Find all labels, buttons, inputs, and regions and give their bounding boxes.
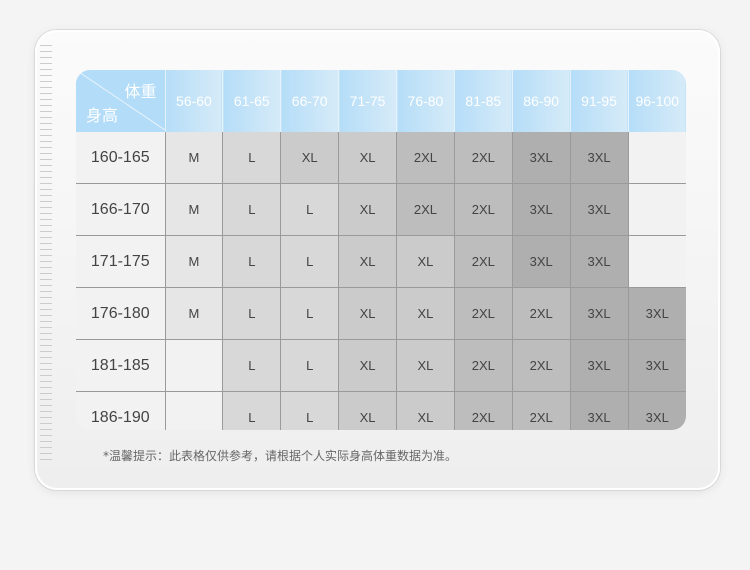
size-cell: L xyxy=(280,183,340,236)
size-cell: 3XL xyxy=(570,391,629,430)
size-cell: M xyxy=(165,183,224,236)
size-cell: L xyxy=(280,339,340,392)
size-cell: L xyxy=(280,287,340,340)
weight-header: 91-95 xyxy=(570,70,629,132)
weight-label: 体重 xyxy=(124,84,157,101)
size-cell: 2XL xyxy=(454,235,513,288)
size-cell: 3XL xyxy=(570,339,629,392)
weight-header: 76-80 xyxy=(396,70,455,132)
size-cell: XL xyxy=(396,339,455,392)
size-cell: 3XL xyxy=(628,287,686,340)
size-cell: 3XL xyxy=(628,339,686,392)
height-cell: 166-170 xyxy=(76,183,166,236)
size-chart: 体重 身高 56-60 61-65 66-70 71-75 76-80 81-85 86-9… xyxy=(76,70,686,430)
size-table: 体重 身高 56-60 61-65 66-70 71-75 76-80 81-85 86-9… xyxy=(76,70,686,430)
size-cell: 3XL xyxy=(628,391,686,430)
size-cell: 2XL xyxy=(454,132,513,184)
weight-header: 86-90 xyxy=(512,70,571,132)
weight-header: 96-100 xyxy=(628,70,686,132)
size-cell: XL xyxy=(396,391,455,430)
weight-header: 66-70 xyxy=(280,70,340,132)
size-cell: 3XL xyxy=(512,183,571,236)
size-cell: XL xyxy=(338,391,397,430)
size-cell: 3XL xyxy=(570,235,629,288)
size-cell: L xyxy=(222,287,282,340)
size-cell: 3XL xyxy=(570,287,629,340)
size-cell: 3XL xyxy=(512,235,571,288)
size-cell: L xyxy=(222,339,282,392)
size-cell: 3XL xyxy=(570,132,629,184)
size-cell: 2XL xyxy=(396,132,455,184)
table-row: 181-185 L L XL XL 2XL 2XL 3XL 3XL xyxy=(76,339,686,392)
corner-header: 体重 身高 xyxy=(76,70,166,132)
size-cell: 3XL xyxy=(512,132,571,184)
size-cell xyxy=(628,235,686,288)
size-cell: L xyxy=(280,391,340,430)
footnote: *温馨提示：此表格仅供参考，请根据个人实际身高体重数据为准。 xyxy=(103,449,458,463)
size-cell xyxy=(628,183,686,236)
size-cell: XL xyxy=(338,183,397,236)
size-cell: 2XL xyxy=(396,183,455,236)
size-cell xyxy=(628,132,686,184)
size-cell xyxy=(165,339,224,392)
size-cell: L xyxy=(222,183,282,236)
table-row: 171-175 M L L XL XL 2XL 3XL 3XL xyxy=(76,235,686,288)
weight-header: 56-60 xyxy=(165,70,224,132)
table-row: 186-190 L L XL XL 2XL 2XL 3XL 3XL xyxy=(76,391,686,430)
size-cell: L xyxy=(280,235,340,288)
weight-header: 81-85 xyxy=(454,70,513,132)
height-cell: 181-185 xyxy=(76,339,166,392)
height-cell: 160-165 xyxy=(76,132,166,184)
size-cell: XL xyxy=(338,235,397,288)
size-cell: XL xyxy=(338,339,397,392)
size-cell: XL xyxy=(338,287,397,340)
size-cell: 2XL xyxy=(454,287,513,340)
size-cell: XL xyxy=(280,132,340,184)
size-cell: 2XL xyxy=(454,391,513,430)
size-cell: M xyxy=(165,132,224,184)
height-cell: 176-180 xyxy=(76,287,166,340)
size-cell xyxy=(165,391,224,430)
size-cell: M xyxy=(165,235,224,288)
size-cell: L xyxy=(222,235,282,288)
size-cell: 2XL xyxy=(512,287,571,340)
size-cell: 2XL xyxy=(512,391,571,430)
size-cell: M xyxy=(165,287,224,340)
size-cell: 2XL xyxy=(454,339,513,392)
height-cell: 186-190 xyxy=(76,391,166,430)
weight-header: 61-65 xyxy=(222,70,282,132)
size-cell: XL xyxy=(396,235,455,288)
size-cell: 3XL xyxy=(570,183,629,236)
size-cell: XL xyxy=(396,287,455,340)
height-label: 身高 xyxy=(86,108,119,125)
height-cell: 171-175 xyxy=(76,235,166,288)
size-cell: 2XL xyxy=(454,183,513,236)
table-row: 166-170 M L L XL 2XL 2XL 3XL 3XL xyxy=(76,183,686,236)
table-row: 160-165 M L XL XL 2XL 2XL 3XL 3XL xyxy=(76,132,686,184)
ruler-decoration xyxy=(40,45,52,465)
size-cell: 2XL xyxy=(512,339,571,392)
table-row: 176-180 M L L XL XL 2XL 2XL 3XL 3XL xyxy=(76,287,686,340)
size-cell: L xyxy=(222,132,282,184)
size-cell: L xyxy=(222,391,282,430)
size-cell: XL xyxy=(338,132,397,184)
weight-header: 71-75 xyxy=(338,70,397,132)
